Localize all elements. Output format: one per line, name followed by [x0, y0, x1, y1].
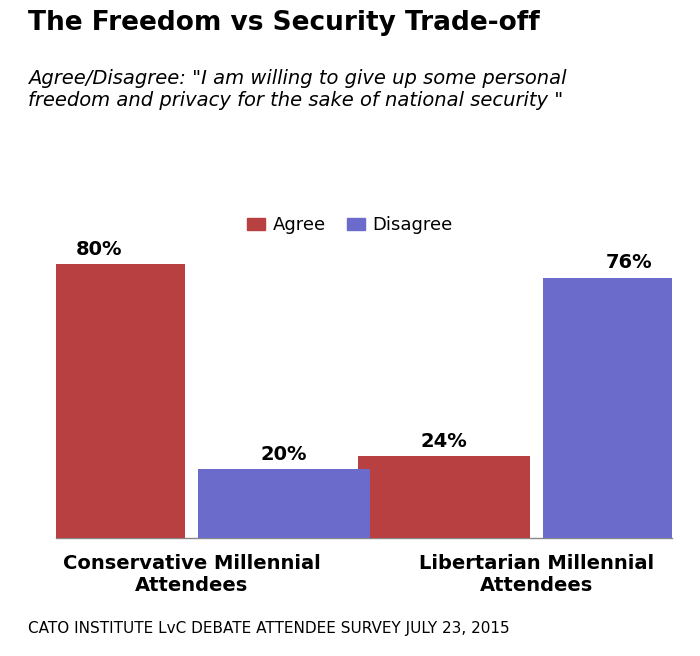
Text: CATO INSTITUTE LvC DEBATE ATTENDEE SURVEY JULY 23, 2015: CATO INSTITUTE LvC DEBATE ATTENDEE SURVE…	[28, 621, 510, 636]
Bar	[197, 470, 370, 538]
Text: Agree/Disagree: "I am willing to give up some personal
freedom and privacy for t: Agree/Disagree: "I am willing to give up…	[28, 69, 566, 110]
Text: The Freedom vs Security Trade-off: The Freedom vs Security Trade-off	[28, 10, 540, 36]
Text: 80%: 80%	[76, 239, 122, 258]
Text: 76%: 76%	[606, 253, 652, 272]
Bar	[542, 277, 700, 538]
Text: 24%: 24%	[421, 432, 468, 451]
Text: 20%: 20%	[260, 445, 307, 464]
Bar	[358, 456, 531, 538]
Legend: Agree, Disagree: Agree, Disagree	[240, 209, 460, 241]
Bar	[13, 264, 186, 538]
